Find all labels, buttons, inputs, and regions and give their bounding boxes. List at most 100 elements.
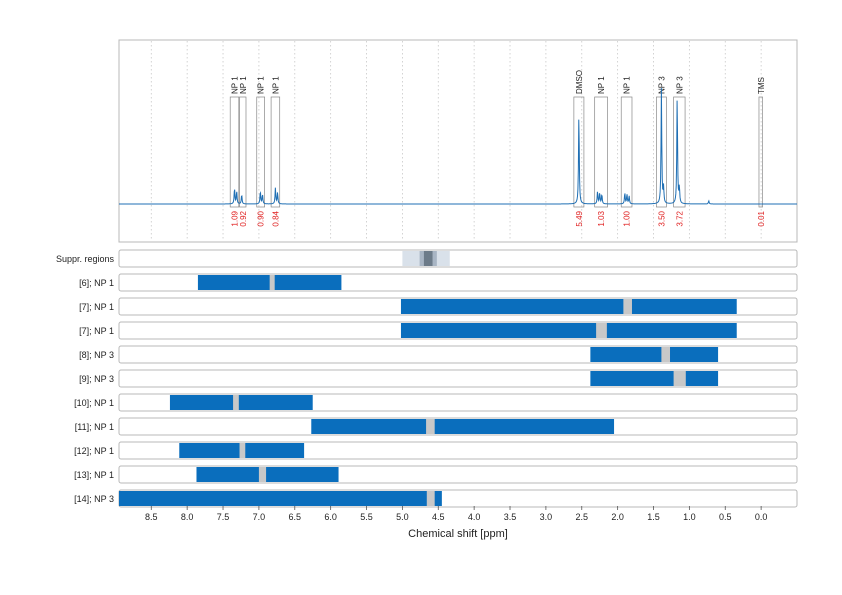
annotation-box (229, 96, 240, 208)
x-tick-label: 3.5 (504, 512, 517, 522)
region-gap (426, 491, 435, 506)
region-bar (119, 491, 442, 506)
x-tick-label: 2.0 (611, 512, 624, 522)
region-row: [12]; NP 1 (74, 441, 798, 460)
integral-value: 0.84 (271, 210, 280, 226)
annotation-label: NP 1 (597, 76, 606, 94)
annotation-label: NP 1 (271, 76, 280, 94)
region-gap (258, 467, 267, 482)
row-label: [13]; NP 1 (74, 470, 114, 480)
region-gap (269, 275, 275, 290)
x-tick-label: 1.0 (683, 512, 696, 522)
x-tick-label: 7.5 (217, 512, 230, 522)
annotation-box (270, 96, 281, 208)
spectrum-line (119, 88, 797, 205)
peak-annotation: NP 1 1.03 (594, 76, 608, 227)
peak-annotations: NP 1 1.09 NP 1 0.92 NP 1 0.90 NP 1 0.84 DMSO 5.49… (229, 70, 766, 227)
peak-annotation: DMSO 5.49 (573, 70, 585, 227)
annotation-box (673, 96, 686, 208)
spectrum-panel: NP 1 1.09 NP 1 0.92 NP 1 0.90 NP 1 0.84 DMSO 5.49… (118, 39, 798, 243)
x-tick-label: 0.0 (755, 512, 768, 522)
x-tick-label: 3.0 (540, 512, 553, 522)
region-gap (239, 443, 246, 458)
suppression-row: Suppr. regions (56, 249, 798, 268)
region-gap (673, 371, 686, 386)
x-tick-label: 0.5 (719, 512, 732, 522)
row-label: [7]; NP 1 (79, 302, 114, 312)
region-row: [6]; NP 1 (79, 273, 798, 292)
region-gap (661, 347, 671, 362)
peak-annotation: NP 1 0.92 (239, 76, 248, 227)
region-bar (196, 467, 339, 482)
integral-value: 0.92 (239, 210, 248, 226)
integral-value: 1.09 (231, 210, 240, 226)
peak-annotation: NP 1 0.90 (256, 76, 266, 227)
annotation-label: NP 1 (623, 76, 632, 94)
region-gap (596, 323, 607, 338)
x-axis-label: Chemical shift [ppm] (408, 528, 508, 540)
row-label: [6]; NP 1 (79, 278, 114, 288)
integral-value: 1.00 (623, 210, 632, 226)
x-tick-label: 6.5 (289, 512, 302, 522)
integral-value: 0.90 (257, 210, 266, 226)
row-label: [7]; NP 1 (79, 326, 114, 336)
peak-annotation: NP 1 0.84 (270, 76, 281, 227)
region-gap (426, 419, 435, 434)
x-tick-label: 8.0 (181, 512, 194, 522)
region-row: [8]; NP 3 (79, 345, 798, 364)
region-bar (590, 347, 719, 362)
spectrum-grid (150, 41, 762, 241)
region-bar (400, 323, 737, 338)
region-gap (623, 299, 632, 314)
annotation-label: NP 3 (657, 76, 666, 94)
annotation-box (256, 96, 265, 208)
peak-annotation: NP 1 1.00 (620, 76, 633, 227)
row-label: Suppr. regions (56, 254, 115, 264)
x-tick-label: 4.5 (432, 512, 445, 522)
peak-annotation: NP 1 1.09 (229, 76, 240, 227)
row-label: [8]; NP 3 (79, 350, 114, 360)
peak-annotation: TMS 0.01 (757, 77, 766, 226)
row-label: [14]; NP 3 (74, 494, 114, 504)
row-label: [9]; NP 3 (79, 374, 114, 384)
x-tick-label: 7.0 (253, 512, 266, 522)
suppression-region-core (423, 251, 433, 266)
region-bar (169, 395, 313, 410)
region-row: [11]; NP 1 (75, 417, 798, 436)
annotation-box (594, 96, 608, 208)
x-tick-label: 4.0 (468, 512, 481, 522)
spectrum-frame (118, 39, 798, 243)
annotation-label: NP 1 (231, 76, 240, 94)
annotation-label: TMS (757, 77, 766, 94)
region-row: [7]; NP 1 (79, 297, 798, 316)
region-bar (400, 299, 737, 314)
x-tick-label: 1.5 (647, 512, 660, 522)
x-axis: 8.5 8.0 7.5 7.0 6.5 6.0 5.5 5.0 4.5 4.0 3.5 3.0 2.5 2… (145, 506, 767, 522)
peak-annotation: NP 3 3.72 (673, 76, 686, 227)
annotation-label: NP 3 (675, 76, 684, 94)
annotation-box (758, 96, 763, 208)
annotation-box (239, 96, 247, 208)
integral-value: 1.03 (597, 210, 606, 226)
x-tick-label: 2.5 (576, 512, 589, 522)
integral-value: 3.50 (657, 210, 666, 226)
integral-value: 3.72 (675, 210, 684, 226)
region-gap (233, 395, 239, 410)
region-row: [14]; NP 3 (74, 489, 798, 508)
region-row: [7]; NP 1 (79, 321, 798, 340)
region-row: [10]; NP 1 (74, 393, 798, 412)
row-frame (118, 249, 798, 268)
x-tick-label: 6.0 (324, 512, 337, 522)
x-tick-label: 8.5 (145, 512, 158, 522)
annotation-label: NP 1 (257, 76, 266, 94)
annotation-box (573, 96, 585, 208)
integral-value: 5.49 (575, 210, 584, 226)
region-rows: Suppr. regions [6]; NP 1 [7]; NP 1 [7]; NP … (56, 249, 798, 508)
row-label: [10]; NP 1 (74, 398, 114, 408)
region-row: [9]; NP 3 (79, 369, 798, 388)
x-tick-label: 5.0 (396, 512, 409, 522)
region-bar (311, 419, 615, 434)
integral-value: 0.01 (757, 210, 766, 226)
row-label: [11]; NP 1 (75, 422, 114, 432)
